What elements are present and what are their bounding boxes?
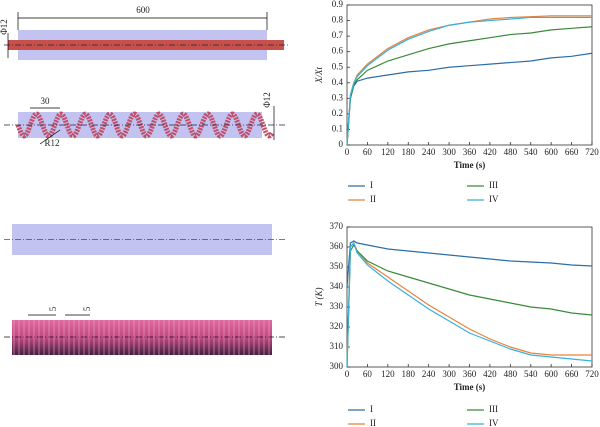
x-tick-label: 600 <box>544 369 558 379</box>
legend-label: III <box>489 180 498 190</box>
coil <box>15 111 275 139</box>
y-tick-label: 0 <box>339 139 344 149</box>
y-tick-label: 340 <box>330 281 344 291</box>
x-tick-label: 480 <box>504 147 518 157</box>
y-tick-label: 310 <box>330 341 344 351</box>
x-tick-label: 180 <box>402 147 416 157</box>
x-tick-label: 420 <box>483 369 497 379</box>
legend-label: IV <box>489 418 499 427</box>
legend-label: I <box>370 180 373 190</box>
y-axis-label: X/Xt <box>314 67 324 84</box>
y-tick-label: 360 <box>330 241 344 251</box>
series-line <box>346 15 592 146</box>
dimension-label: 5 <box>48 306 58 311</box>
dimension-label: R12 <box>44 138 59 148</box>
dimension-label: 5 <box>82 306 92 311</box>
x-axis-label: Time (s) <box>454 160 486 170</box>
legend-label: II <box>370 418 376 427</box>
x-tick-label: 120 <box>381 369 395 379</box>
legend-label: I <box>370 404 373 414</box>
y-tick-label: 320 <box>330 321 344 331</box>
plain-diagram <box>4 224 285 255</box>
fin-tube <box>12 320 272 355</box>
x-tick-label: 600 <box>544 147 558 157</box>
dimension-label: 600 <box>136 5 150 15</box>
y-tick-label: 0.3 <box>332 92 344 102</box>
x-tick-label: 0 <box>345 147 350 157</box>
fin-diagram: 5 5 <box>4 306 285 355</box>
series-line <box>346 241 592 368</box>
x-tick-label: 720 <box>585 147 599 157</box>
y-tick-label: 0.9 <box>332 0 344 9</box>
y-axis-label: T (K) <box>314 287 324 306</box>
x-tick-label: 540 <box>524 147 538 157</box>
x-tick-label: 660 <box>565 147 579 157</box>
y-tick-label: 0.1 <box>332 124 343 134</box>
x-tick-label: 60 <box>363 369 373 379</box>
legend-label: IV <box>489 194 499 204</box>
x-tick-label: 360 <box>463 369 477 379</box>
y-tick-label: 0.4 <box>332 77 344 87</box>
dimension-label: 30 <box>41 96 51 106</box>
y-tick-label: 0.2 <box>332 108 343 118</box>
x-tick-label: 300 <box>442 147 456 157</box>
x-tick-label: 60 <box>363 147 373 157</box>
y-tick-label: 300 <box>330 361 344 371</box>
y-tick-label: 350 <box>330 261 344 271</box>
x-tick-label: 0 <box>345 369 350 379</box>
y-tick-label: 370 <box>330 221 344 231</box>
legend-label: II <box>370 194 376 204</box>
x-tick-label: 420 <box>483 147 497 157</box>
y-tick-label: 0.7 <box>332 30 344 40</box>
legend-label: III <box>489 404 498 414</box>
x-tick-label: 720 <box>585 369 599 379</box>
x-tick-label: 240 <box>422 147 436 157</box>
x-tick-label: 120 <box>381 147 395 157</box>
x-tick-label: 360 <box>463 147 477 157</box>
y-tick-label: 0.6 <box>332 46 344 56</box>
y-tick-label: 0.8 <box>332 15 344 25</box>
series-line <box>346 52 593 146</box>
x-tick-label: 480 <box>504 369 518 379</box>
dimension-label: Φ12 <box>262 92 272 108</box>
rod <box>8 40 284 50</box>
coil-diagram: 30 R12 Φ12 <box>4 92 285 148</box>
x-tick-label: 300 <box>442 369 456 379</box>
leader-line <box>39 129 61 145</box>
x-tick-label: 180 <box>402 369 416 379</box>
x-tick-label: 660 <box>565 369 579 379</box>
plot-frame <box>346 4 593 146</box>
x-tick-label: 540 <box>524 369 538 379</box>
series-line <box>346 16 592 146</box>
series-line <box>346 240 593 288</box>
dimension-label: Φ12 <box>0 19 9 35</box>
y-tick-label: 0.5 <box>332 61 344 71</box>
y-tick-label: 330 <box>330 301 344 311</box>
series-line <box>346 26 593 146</box>
x-tick-label: 240 <box>422 369 436 379</box>
series-line <box>346 241 593 368</box>
rod-diagram: 600 Φ12 <box>0 5 290 60</box>
x-axis-label: Time (s) <box>454 382 486 392</box>
